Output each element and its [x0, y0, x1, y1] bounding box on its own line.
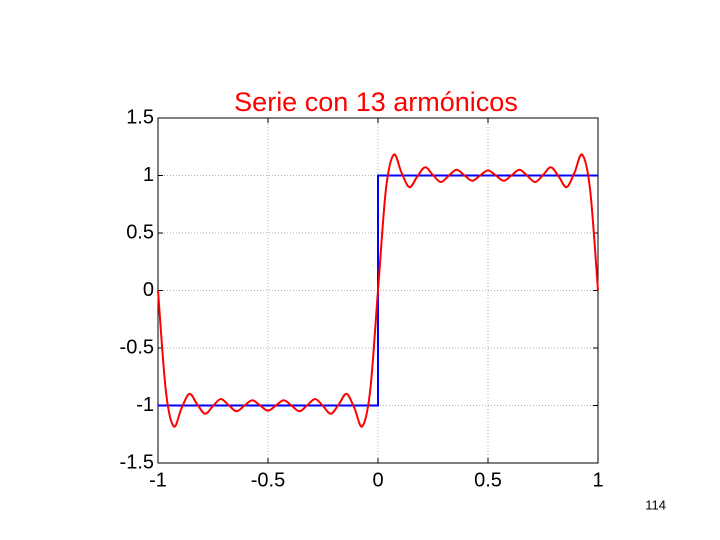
x-tick-label: -1	[149, 469, 167, 491]
y-tick-label: 1	[143, 164, 154, 186]
x-tick-label: 0.5	[474, 469, 502, 491]
series-line	[157, 153, 599, 428]
x-tick-label: 0	[372, 469, 383, 491]
page-number: 114	[645, 497, 666, 512]
y-tick-label: -1	[136, 394, 154, 416]
chart-title: Serie con 13 armónicos	[234, 87, 518, 117]
y-tick-label: 1.5	[126, 106, 154, 128]
y-tick-label: 0	[143, 279, 154, 301]
x-tick-label: -0.5	[251, 469, 285, 491]
y-tick-label: -0.5	[120, 336, 154, 358]
y-tick-label: -1.5	[120, 451, 154, 473]
y-tick-label: 0.5	[126, 221, 154, 243]
x-tick-label: 1	[592, 469, 603, 491]
